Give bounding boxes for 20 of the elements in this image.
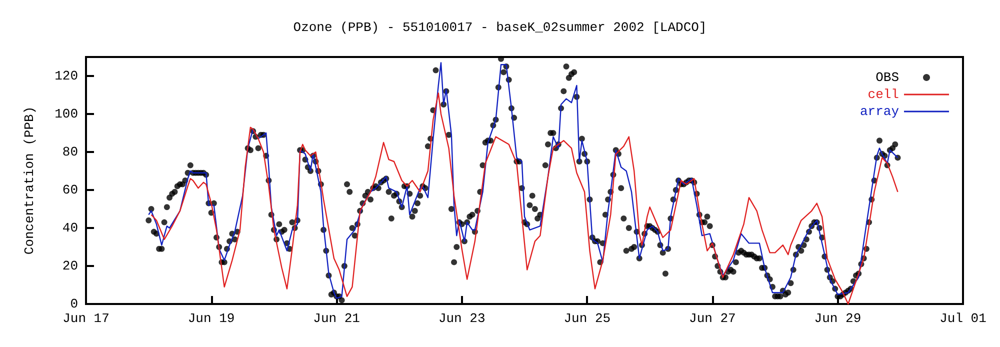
x-tick-label: Jun 23 bbox=[438, 311, 486, 326]
y-axis-title: Concentration (PPB) bbox=[22, 106, 37, 255]
y-tick-label: 40 bbox=[62, 220, 78, 236]
x-tick-label: Jun 25 bbox=[564, 311, 611, 326]
x-tick-label: Jun 27 bbox=[689, 311, 736, 326]
x-tick-label: Jun 19 bbox=[188, 311, 235, 326]
x-tick-label: Jun 21 bbox=[313, 311, 360, 326]
x-tick-label: Jun 17 bbox=[62, 311, 110, 326]
chart-title: Ozone (PPB) - 551010017 - baseK_02summer 2002 [LADCO] bbox=[293, 20, 707, 35]
y-tick-label: 60 bbox=[62, 182, 78, 198]
y-tick-label: 80 bbox=[62, 144, 78, 160]
x-tick-label: Jun 29 bbox=[814, 311, 862, 326]
y-tick-label: 120 bbox=[54, 68, 78, 84]
y-tick-label: 0 bbox=[70, 296, 78, 312]
x-tick-label: Jul 01 bbox=[940, 311, 987, 326]
legend-label: array bbox=[860, 104, 900, 119]
legend-label: OBS bbox=[876, 70, 900, 85]
legend-label: cell bbox=[868, 87, 900, 102]
y-tick-label: 20 bbox=[62, 258, 78, 274]
y-tick-label: 100 bbox=[54, 106, 78, 122]
